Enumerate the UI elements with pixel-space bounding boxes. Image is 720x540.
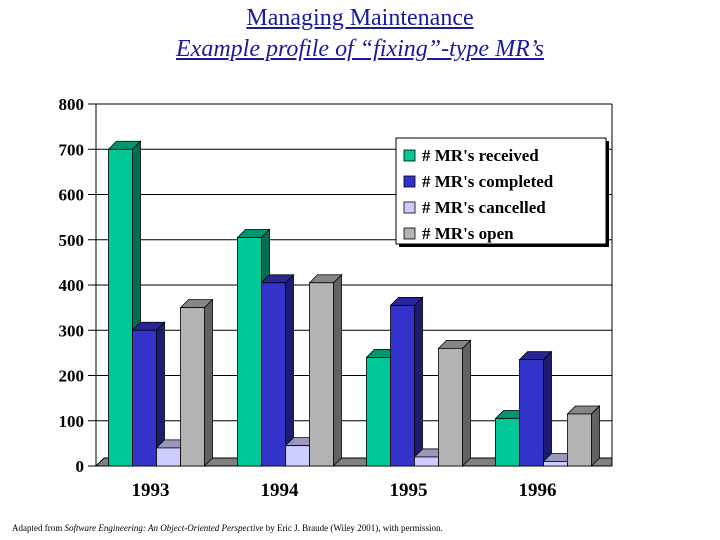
bar-front bbox=[285, 445, 310, 467]
bar-front bbox=[390, 304, 415, 467]
bar bbox=[518, 350, 553, 467]
bar-front bbox=[180, 307, 205, 467]
bar-front bbox=[309, 282, 334, 467]
y-tick-label: 400 bbox=[59, 276, 85, 295]
bar-front bbox=[567, 413, 592, 467]
legend-box bbox=[395, 137, 607, 245]
bar-front bbox=[495, 418, 520, 467]
bar-front bbox=[438, 347, 463, 467]
bar-front bbox=[261, 282, 286, 467]
legend-swatch bbox=[403, 227, 416, 240]
bar-side bbox=[333, 273, 342, 467]
bar-front bbox=[366, 356, 391, 467]
bar-front bbox=[132, 329, 157, 467]
legend-swatch bbox=[403, 201, 416, 214]
chart-axes: 0 100 200 300 400 500 600 700 800 1993 1994 1995 199… bbox=[59, 95, 613, 501]
bar-front bbox=[156, 447, 181, 467]
bar-front bbox=[543, 461, 568, 467]
bar bbox=[437, 339, 472, 467]
bar bbox=[260, 273, 295, 467]
bar bbox=[131, 321, 166, 467]
credit-suffix: by Eric J. Braude (Wiley 2001), with per… bbox=[263, 523, 443, 533]
legend-label: # MR's cancelled bbox=[422, 198, 546, 217]
bar-side bbox=[543, 350, 552, 467]
x-tick-label: 1996 bbox=[519, 480, 557, 501]
bar-side bbox=[462, 339, 471, 467]
y-tick-label: 800 bbox=[59, 95, 85, 114]
y-tick-label: 500 bbox=[59, 231, 85, 250]
bar-front bbox=[237, 237, 262, 467]
slide-subtitle: Example profile of “fixing”-type MR’s bbox=[176, 36, 544, 62]
credit-book-title: Software Engineering: An Object-Oriented… bbox=[64, 523, 264, 533]
legend-label: # MR's received bbox=[422, 146, 539, 165]
bar bbox=[107, 140, 142, 467]
bar-side bbox=[204, 298, 213, 467]
slide-title: Managing Maintenance bbox=[246, 5, 474, 31]
bar bbox=[308, 273, 343, 467]
y-tick-label: 300 bbox=[59, 321, 85, 340]
x-tick-label: 1995 bbox=[390, 480, 428, 501]
x-tick-label: 1993 bbox=[132, 480, 170, 501]
bar-side bbox=[414, 296, 423, 467]
y-tick-label: 0 bbox=[76, 457, 85, 476]
bar-side bbox=[591, 404, 600, 467]
chart-bars bbox=[107, 140, 601, 467]
bar-side bbox=[285, 273, 294, 467]
source-credit: Adapted from Software Engineering: An Ob… bbox=[12, 522, 712, 534]
bar bbox=[389, 296, 424, 467]
chart-legend: # MR's received # MR's completed # MR's ca… bbox=[395, 137, 609, 247]
bar-front bbox=[414, 456, 439, 467]
legend-label: # MR's completed bbox=[422, 172, 554, 191]
y-tick-label: 700 bbox=[59, 140, 85, 159]
y-tick-label: 600 bbox=[59, 186, 85, 205]
bar-front bbox=[108, 148, 133, 467]
y-tick-label: 200 bbox=[59, 367, 85, 386]
credit-prefix: Adapted from bbox=[12, 523, 65, 533]
bar-front bbox=[519, 359, 544, 467]
bar bbox=[566, 404, 601, 467]
legend-swatch bbox=[403, 175, 416, 188]
legend-swatch bbox=[403, 149, 416, 162]
y-tick-label: 100 bbox=[59, 412, 85, 431]
legend-label: # MR's open bbox=[422, 224, 514, 243]
bar bbox=[179, 298, 214, 467]
x-tick-label: 1994 bbox=[261, 480, 300, 501]
